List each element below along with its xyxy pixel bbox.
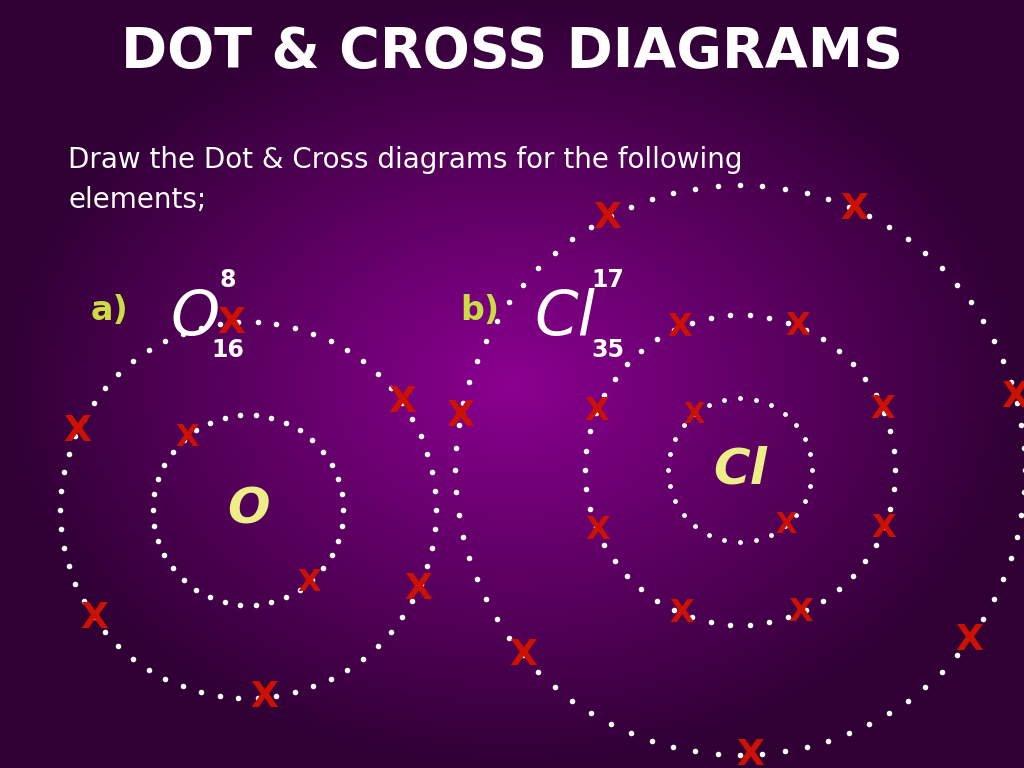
Text: X: X xyxy=(510,638,538,672)
Text: O: O xyxy=(170,288,219,348)
Text: X: X xyxy=(175,422,199,452)
Text: 17: 17 xyxy=(592,268,625,292)
Text: a): a) xyxy=(91,293,129,326)
Text: X: X xyxy=(594,200,622,235)
Text: 16: 16 xyxy=(212,338,245,362)
Text: DOT & CROSS DIAGRAMS: DOT & CROSS DIAGRAMS xyxy=(121,25,903,79)
Text: Cl: Cl xyxy=(713,446,767,494)
Text: X: X xyxy=(388,386,416,419)
Text: X: X xyxy=(775,511,797,539)
Text: X: X xyxy=(446,399,474,433)
Text: X: X xyxy=(297,568,321,598)
Text: X: X xyxy=(683,401,705,429)
Text: X: X xyxy=(218,306,246,339)
Text: X: X xyxy=(251,680,279,714)
Text: X: X xyxy=(788,598,813,628)
Text: X: X xyxy=(667,312,692,343)
Text: X: X xyxy=(871,512,896,544)
Text: X: X xyxy=(870,394,895,425)
Text: b): b) xyxy=(461,293,500,326)
Text: X: X xyxy=(1001,380,1024,414)
Text: 8: 8 xyxy=(220,268,237,292)
Text: X: X xyxy=(584,396,608,428)
Text: Draw the Dot & Cross diagrams for the following: Draw the Dot & Cross diagrams for the fo… xyxy=(68,146,742,174)
Text: X: X xyxy=(63,413,91,448)
Text: X: X xyxy=(955,623,983,657)
Text: Cl: Cl xyxy=(535,288,596,348)
Text: X: X xyxy=(736,738,764,768)
Text: X: X xyxy=(785,311,810,342)
Text: X: X xyxy=(80,601,108,635)
Text: X: X xyxy=(670,598,694,629)
Text: X: X xyxy=(585,515,609,546)
Text: 35: 35 xyxy=(592,338,625,362)
Text: O: O xyxy=(226,486,269,534)
Text: elements;: elements; xyxy=(68,186,206,214)
Text: X: X xyxy=(404,572,432,607)
Text: X: X xyxy=(841,192,868,226)
